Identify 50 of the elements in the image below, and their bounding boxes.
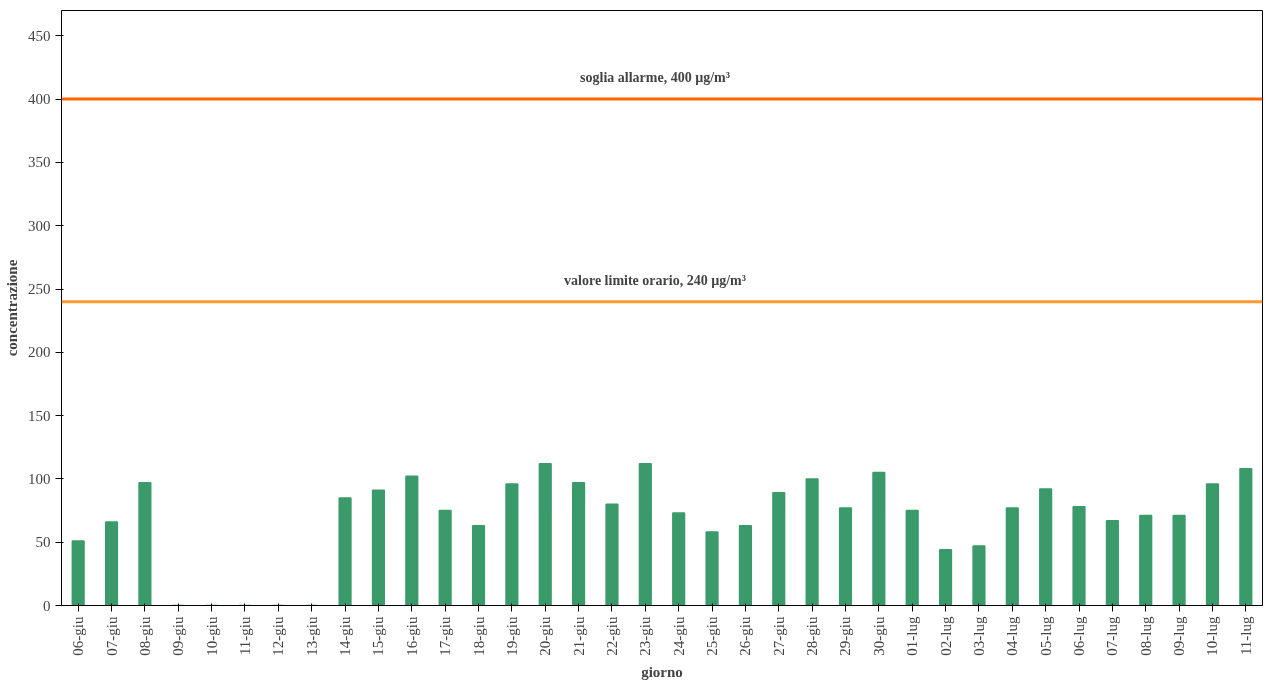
x-tick-label: 02-lug [937,616,954,656]
x-tick-label: 20-giu [537,616,554,656]
y-axis-title: concentrazione [4,259,20,357]
x-tick-label: 23-giu [637,616,654,656]
x-tick-label: 16-giu [403,616,420,656]
x-tick-label: 27-giu [770,616,787,656]
x-tick-label: 21-giu [570,616,587,656]
x-tick-label: 07-giu [103,616,120,656]
ref-line-label: soglia allarme, 400 µg/m³ [580,70,730,86]
x-tick-label: 08-giu [136,616,153,656]
y-tick-label: 300 [28,217,51,234]
y-tick-label: 150 [28,407,51,424]
x-tick-label: 10-lug [1204,616,1221,656]
x-tick-label: 29-giu [837,616,854,656]
x-tick-label: 05-lug [1037,616,1054,656]
y-tick-label: 0 [43,597,51,614]
x-tick-label: 19-giu [503,616,520,656]
y-tick-label: 400 [28,91,51,108]
x-tick-label: 28-giu [804,616,821,656]
x-tick-label: 06-lug [1071,616,1088,656]
y-tick-label: 100 [28,470,51,487]
x-tick-label: 09-giu [170,616,187,656]
ref-line-label: valore limite orario, 240 µg/m³ [564,272,746,288]
x-tick-label: 07-lug [1104,616,1121,656]
x-tick-label: 12-giu [270,616,287,656]
y-tick-label: 350 [28,154,51,171]
x-tick-label: 03-lug [970,616,987,656]
x-tick-label: 09-lug [1171,616,1188,656]
x-tick-label: 15-giu [370,616,387,656]
x-tick-label: 26-giu [737,616,754,656]
x-axis-title: giorno [641,663,683,680]
x-tick-label: 24-giu [670,616,687,656]
x-tick-label: 06-giu [70,616,87,656]
y-tick-label: 450 [28,27,51,44]
y-tick-label: 200 [28,344,51,361]
y-tick-label: 250 [28,281,51,298]
x-tick-label: 10-giu [203,616,220,656]
x-tick-label: 08-lug [1137,616,1154,656]
x-tick-label: 01-lug [904,616,921,656]
x-tick-label: 25-giu [704,616,721,656]
x-tick-label: 11-giu [236,616,253,656]
x-tick-label: 17-giu [437,616,454,656]
y-tick-label: 50 [35,534,51,551]
x-tick-label: 14-giu [337,616,354,656]
x-tick-label: 18-giu [470,616,487,656]
x-tick-label: 11-lug [1237,616,1254,656]
x-tick-label: 13-giu [303,616,320,656]
x-tick-label: 04-lug [1004,616,1021,656]
x-tick-label: 22-giu [603,616,620,656]
x-tick-label: 30-giu [870,616,887,656]
